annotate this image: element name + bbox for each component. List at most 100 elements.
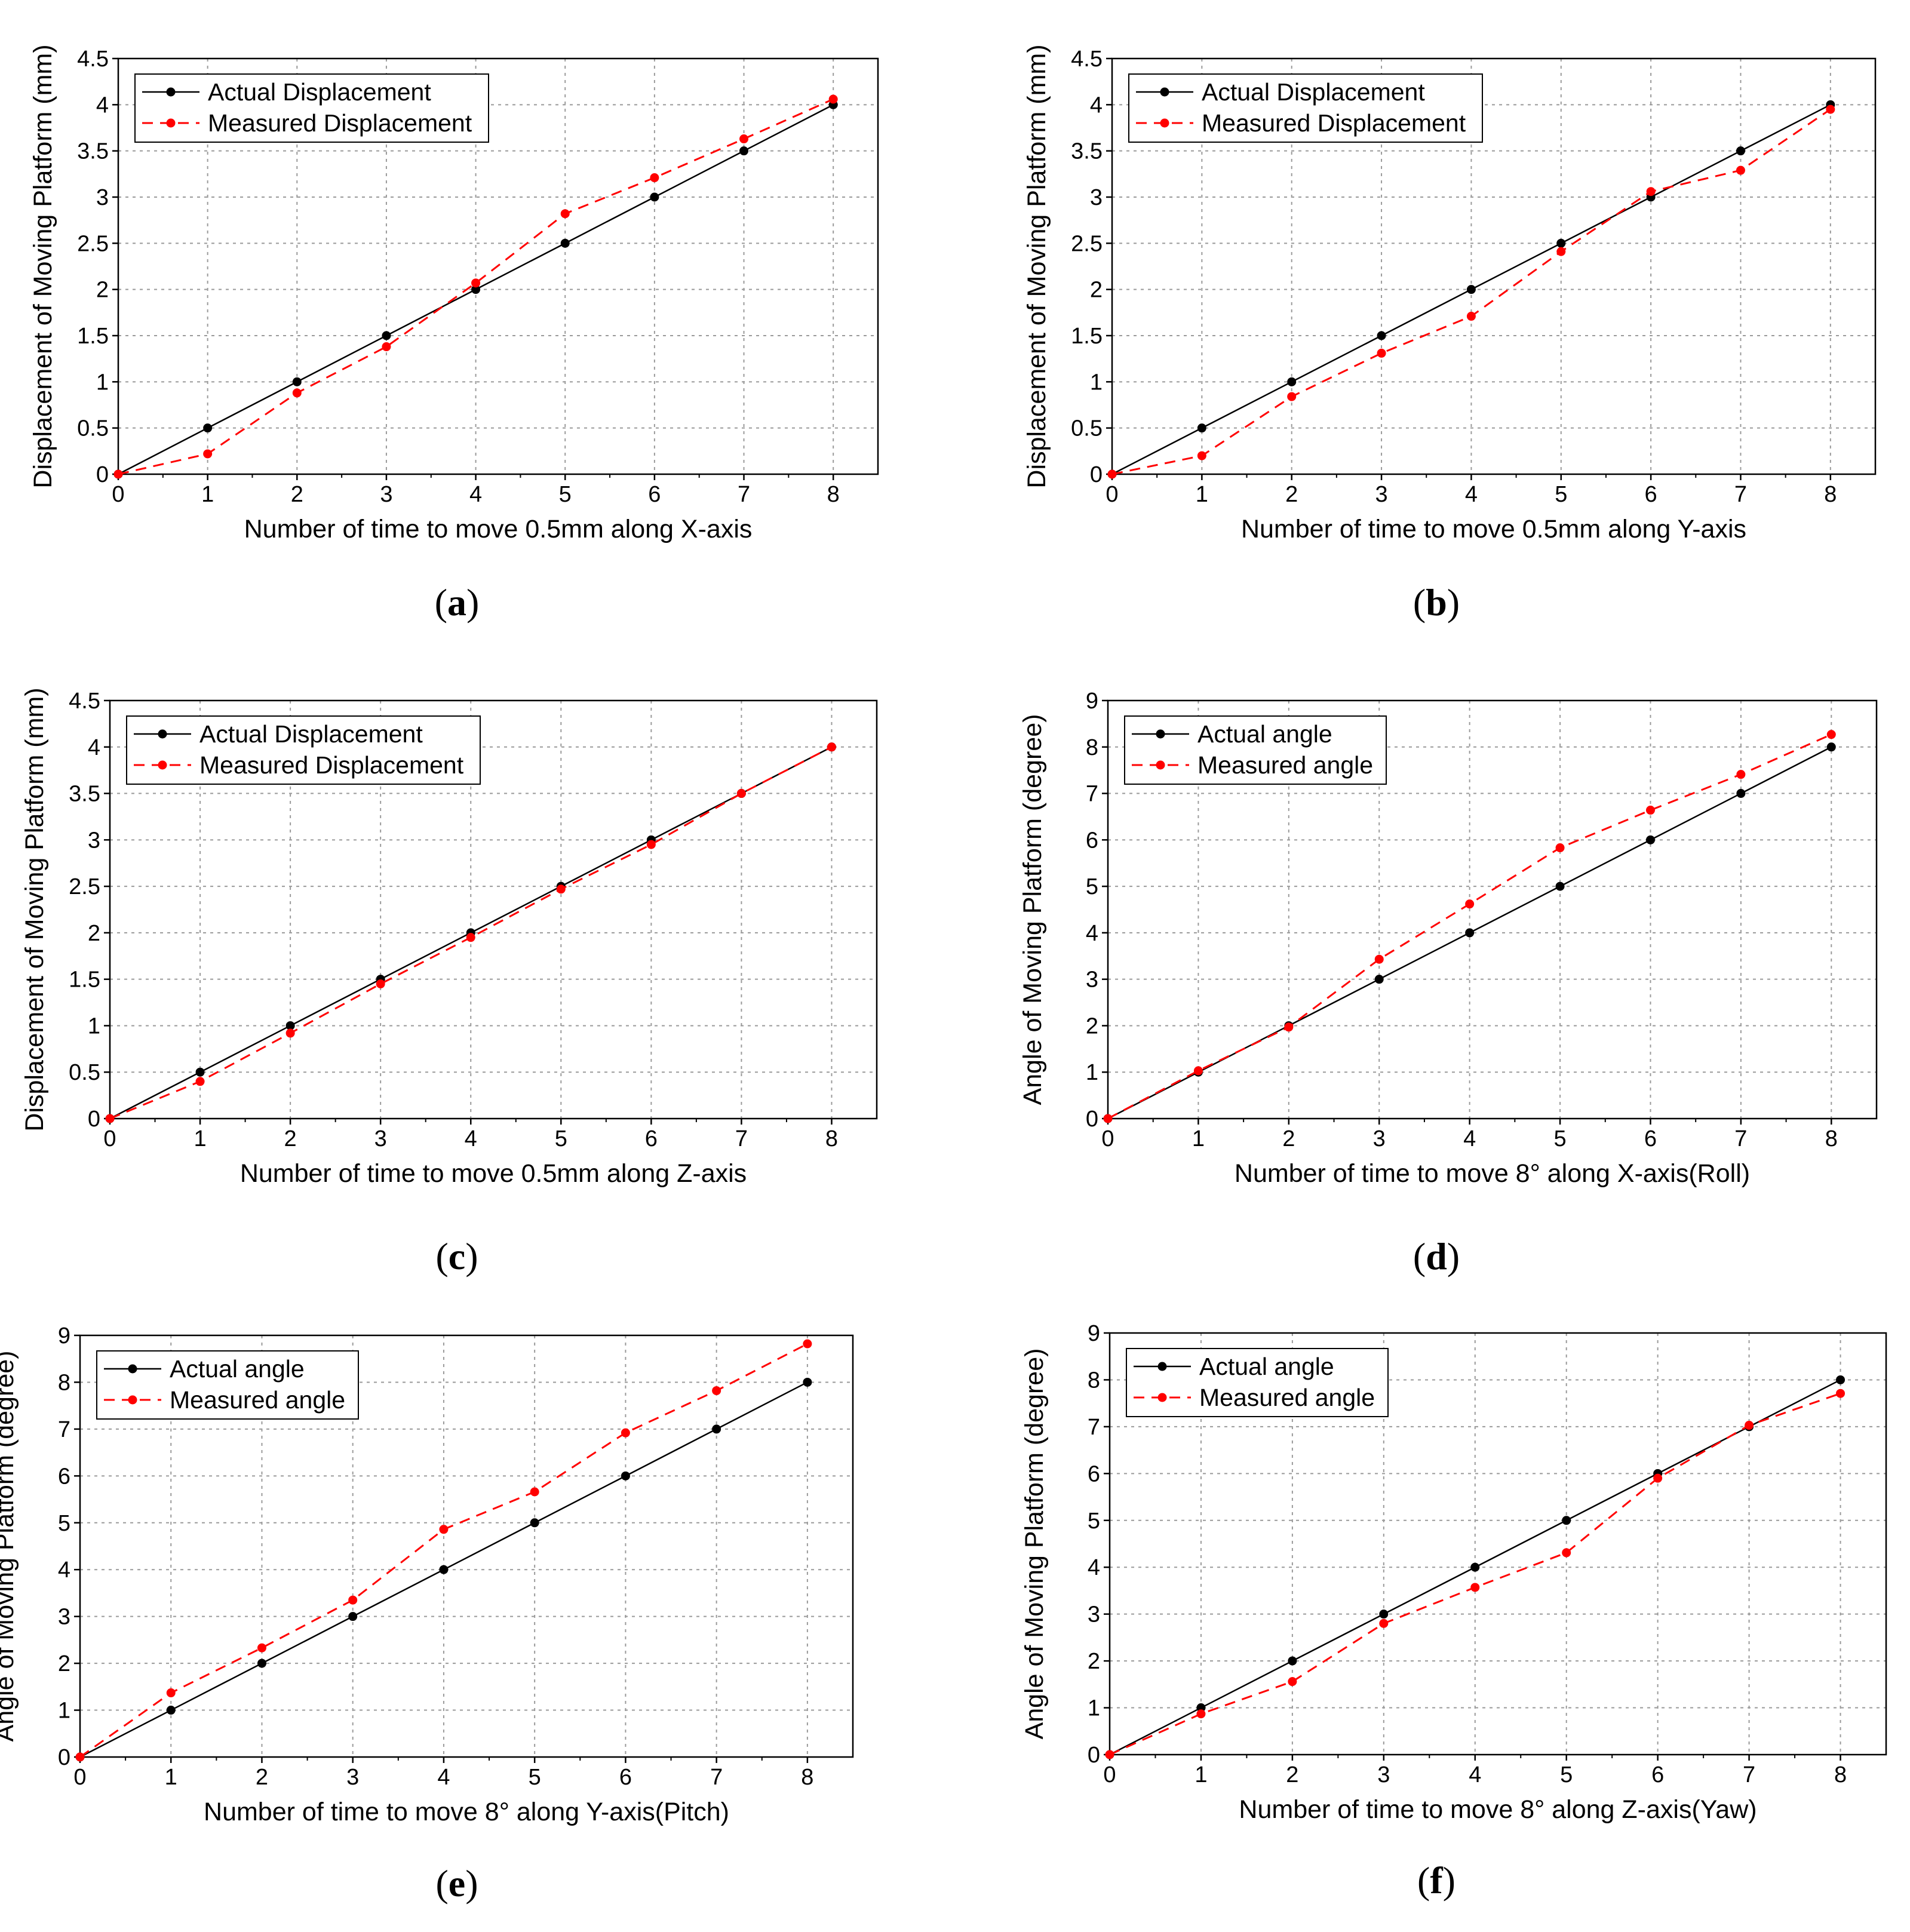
x-tick-label: 5 [1560, 1762, 1573, 1787]
y-tick-label: 2.5 [1071, 231, 1103, 256]
data-point [466, 933, 475, 942]
data-point [1653, 1473, 1663, 1483]
data-point [203, 423, 213, 433]
y-tick-label: 9 [1088, 1321, 1100, 1346]
data-point [1287, 377, 1297, 386]
data-point [803, 1377, 812, 1387]
y-tick-label: 0.5 [1071, 416, 1103, 441]
y-tick-label: 3.5 [77, 139, 109, 164]
data-point [105, 1114, 115, 1123]
y-tick-label: 4 [1090, 93, 1103, 118]
y-axis-label: Displacement of Moving Platform (mm) [20, 687, 49, 1131]
data-point [203, 449, 213, 459]
y-tick-label: 0 [1090, 462, 1103, 487]
data-point [650, 173, 659, 183]
legend-label: Actual Displacement [1202, 78, 1425, 106]
y-tick-label: 3.5 [1071, 139, 1103, 164]
x-tick-label: 3 [1377, 1762, 1390, 1787]
plot-frame [109, 699, 878, 1120]
y-tick-label: 3 [1090, 185, 1103, 210]
x-tick-label: 3 [1375, 482, 1387, 507]
x-tick-label: 5 [555, 1126, 567, 1151]
data-point [75, 1752, 85, 1762]
data-point [1826, 730, 1836, 739]
x-tick-label: 1 [1192, 1126, 1205, 1151]
x-tick-label: 6 [648, 482, 661, 507]
data-point [1103, 1114, 1113, 1123]
y-tick-label: 4 [1086, 921, 1098, 946]
data-point [471, 285, 481, 294]
x-tick-label: 2 [256, 1765, 268, 1790]
y-tick-label: 1 [88, 1013, 100, 1039]
panel-caption: (f) [1417, 1859, 1455, 1902]
data-point [471, 278, 481, 288]
data-point [1645, 835, 1655, 844]
y-tick-label: 2 [58, 1651, 70, 1676]
data-point [1377, 348, 1386, 358]
y-tick-label: 2 [88, 921, 100, 946]
panel-caption-open: ( [1413, 1235, 1426, 1277]
legend-marker [1157, 1362, 1167, 1371]
y-tick-label: 6 [1088, 1461, 1100, 1486]
data-point [530, 1518, 539, 1528]
x-tick-label: 2 [291, 482, 303, 507]
data-point [195, 1067, 205, 1077]
y-tick-label: 1 [96, 370, 109, 395]
x-axis-label: Number of time to move 0.5mm along X-axi… [244, 515, 753, 543]
legend-box [1126, 1348, 1389, 1417]
data-point [292, 388, 302, 398]
x-tick-label: 3 [380, 482, 392, 507]
x-tick-label: 6 [1651, 1762, 1664, 1787]
data-point [113, 469, 123, 479]
y-tick-label: 3 [58, 1605, 70, 1630]
data-point [285, 1028, 295, 1038]
series-line [118, 98, 834, 475]
data-point [1556, 238, 1566, 248]
legend-marker [1157, 1393, 1167, 1402]
y-tick-label: 8 [1088, 1368, 1100, 1393]
data-point [1470, 1562, 1480, 1572]
y-tick-label: 2.5 [77, 231, 109, 256]
legend-label: Actual angle [1197, 720, 1332, 748]
legend-marker [1156, 729, 1165, 739]
data-point [1826, 105, 1835, 114]
data-point [285, 1021, 295, 1030]
series-measured [105, 742, 836, 1123]
y-tick-label: 4.5 [77, 47, 109, 72]
x-axis-label: Number of time to move 0.5mm along Y-axi… [1241, 515, 1746, 543]
data-point [1556, 247, 1566, 256]
series-actual [75, 1377, 812, 1762]
x-axis-label: Number of time to move 8° along Y-axis(P… [204, 1798, 729, 1826]
chart-panel-b: 0 1 2 3 4 5 6 7 8 0 0.5 1 1.5 2 2.5 3 3.5 4 4.5 Number of t… [1022, 44, 1877, 623]
legend-label: Measured angle [1199, 1384, 1375, 1411]
data-point [828, 94, 838, 104]
series-measured [1107, 105, 1835, 479]
data-point [1377, 331, 1386, 340]
data-point [1193, 1066, 1203, 1076]
y-tick-label: 3 [1086, 967, 1098, 993]
panel-caption-letter: b [1426, 581, 1447, 623]
panel-caption-close: ) [1443, 1859, 1455, 1902]
x-tick-label: 8 [825, 1126, 838, 1151]
y-tick-label: 7 [1086, 782, 1098, 807]
x-tick-label: 6 [619, 1765, 632, 1790]
y-tick-label: 1 [1090, 370, 1103, 395]
series-actual [1107, 100, 1835, 479]
panel-caption-close: ) [1447, 581, 1460, 623]
data-point [382, 331, 391, 340]
y-tick-label: 6 [58, 1464, 70, 1489]
x-tick-label: 7 [735, 1126, 748, 1151]
y-tick-label: 7 [1088, 1415, 1100, 1440]
panel-caption-letter: d [1426, 1235, 1447, 1277]
panel-caption-letter: c [449, 1235, 465, 1277]
data-point [560, 209, 570, 219]
panel-caption-close: ) [466, 581, 479, 623]
x-tick-label: 7 [1734, 1126, 1747, 1151]
data-point [1470, 1583, 1480, 1592]
y-axis-label: Angle of Moving Platform (degree) [1018, 714, 1047, 1105]
plot-frame [79, 1334, 854, 1758]
data-point [1197, 423, 1206, 433]
data-point [1645, 806, 1655, 815]
data-point [1197, 451, 1206, 460]
data-point [560, 238, 570, 248]
